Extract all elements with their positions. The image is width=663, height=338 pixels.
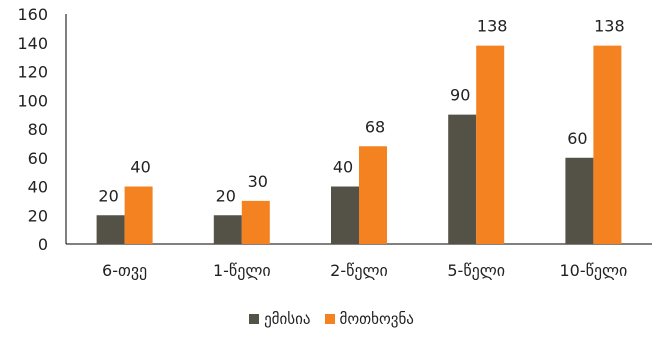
x-tick-label: 6-თვე xyxy=(102,261,147,280)
y-tick-label: 80 xyxy=(28,120,48,139)
bar-0-0 xyxy=(96,215,125,244)
data-label-0-2: 40 xyxy=(333,158,353,177)
y-tick-label: 20 xyxy=(28,206,48,225)
y-tick-label: 0 xyxy=(38,235,48,254)
data-label-1-3: 138 xyxy=(477,17,508,36)
legend-item-emission: ემისია xyxy=(249,310,311,328)
data-label-0-0: 20 xyxy=(98,186,118,205)
legend-label-demand: მოთხოვნა xyxy=(339,310,414,328)
y-tick-label: 120 xyxy=(17,63,48,82)
legend: ემისია მოთხოვნა xyxy=(0,310,663,328)
data-label-0-3: 90 xyxy=(450,86,470,105)
data-label-1-2: 68 xyxy=(365,117,385,136)
x-tick-label: 5-წელი xyxy=(447,261,505,280)
bar-0-3 xyxy=(448,114,477,244)
bar-0-2 xyxy=(331,186,359,244)
data-label-1-0: 40 xyxy=(130,158,150,177)
y-tick-label: 140 xyxy=(17,34,48,53)
data-label-0-4: 60 xyxy=(567,129,587,148)
data-label-1-1: 30 xyxy=(248,172,268,191)
legend-swatch-emission xyxy=(249,314,260,324)
legend-item-demand: მოთხოვნა xyxy=(324,310,414,328)
x-tick-label: 2-წელი xyxy=(330,261,388,280)
y-tick-label: 40 xyxy=(28,178,48,197)
bar-0-4 xyxy=(565,157,594,244)
bar-1-2 xyxy=(359,146,387,244)
bar-1-0 xyxy=(124,186,153,244)
bar-0-1 xyxy=(213,215,242,244)
bar-1-4 xyxy=(593,45,622,244)
data-label-1-4: 138 xyxy=(594,17,625,36)
x-tick-label: 1-წელი xyxy=(213,261,271,280)
y-tick-label: 60 xyxy=(28,149,48,168)
legend-label-emission: ემისია xyxy=(264,310,311,328)
x-tick-label: 10-წელი xyxy=(559,261,627,280)
y-tick-label: 100 xyxy=(17,91,48,110)
legend-swatch-demand xyxy=(324,314,335,324)
y-tick-label: 160 xyxy=(17,5,48,24)
data-label-0-1: 20 xyxy=(216,186,236,205)
bar-1-1 xyxy=(241,200,270,244)
bar-1-3 xyxy=(476,45,505,244)
